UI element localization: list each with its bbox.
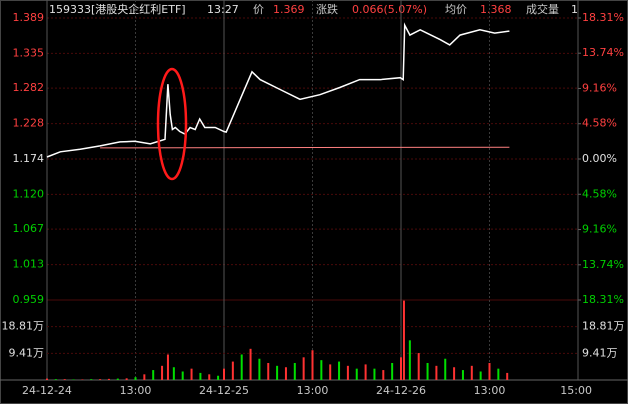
change: 0.066(5.07%)	[352, 3, 427, 16]
y2-tick-label: 0.00%	[582, 152, 617, 165]
volume-bar	[231, 361, 234, 380]
volume-bar	[400, 357, 402, 380]
volume-bar	[417, 353, 420, 380]
volume-bar	[311, 350, 314, 380]
volume-bar	[72, 379, 75, 380]
volume-bar	[54, 379, 57, 380]
volume-bar	[453, 367, 456, 380]
y2-tick-label: 13.74%	[582, 258, 624, 271]
volume-bar	[435, 365, 438, 380]
time: 13:27	[207, 3, 239, 16]
volume-bar	[470, 365, 473, 380]
volume-bar	[199, 372, 202, 380]
volume-bar	[223, 368, 225, 380]
volume-bar	[258, 358, 261, 380]
y2-tick-label: 13.74%	[582, 46, 624, 59]
y-tick-label: 1.013	[13, 258, 45, 271]
volume-bar	[249, 348, 252, 380]
volume-bar	[382, 370, 385, 380]
y-tick-label: 1.389	[13, 11, 45, 24]
volume-bar	[293, 362, 296, 380]
avg: 1.368	[480, 3, 512, 16]
code: 159333[港股央企红利ETF]	[49, 2, 186, 16]
volume-bar	[143, 374, 146, 380]
volume-bar	[46, 378, 48, 380]
x-tick-label: 24-12-24	[22, 384, 72, 397]
volume-label: 成交量	[526, 2, 559, 16]
volume-bar	[346, 365, 349, 380]
volume-bar	[172, 367, 175, 380]
volume-bar	[161, 365, 164, 380]
volume-bar	[63, 379, 66, 380]
volume-bar	[479, 371, 482, 380]
x-tick-label: 13:00	[120, 384, 152, 397]
volume-bar	[488, 362, 491, 380]
price-label: 价	[253, 3, 264, 16]
volume-bar	[391, 362, 394, 380]
y2-tick-label: 9.16%	[582, 81, 617, 94]
change-label: 涨跌	[316, 2, 338, 16]
volume-tick-label: 9.41万	[9, 346, 45, 359]
volume-tick-label: 18.81万	[2, 320, 45, 333]
volume-bar	[373, 368, 376, 380]
volume-bar	[90, 379, 93, 380]
volume: 1	[571, 3, 578, 16]
x-tick-label: 24-12-26	[376, 384, 426, 397]
volume-bar	[134, 377, 137, 380]
price: 1.369	[273, 3, 305, 16]
x-tick-label: 24-12-25	[199, 384, 249, 397]
volume-bar	[208, 374, 211, 380]
y2-tick-label: 4.58%	[582, 117, 617, 130]
price-line	[46, 22, 510, 158]
volume-bar	[116, 378, 119, 380]
volume-bar	[302, 357, 305, 380]
volume-bar	[99, 379, 102, 380]
x-tick-label: 13:00	[297, 384, 329, 397]
y2-tick-label: 4.58%	[582, 187, 617, 200]
volume-tick-label: 18.81万	[582, 320, 625, 333]
volume-bar	[320, 360, 323, 380]
y-tick-label: 1.282	[13, 81, 45, 94]
volume-bar	[506, 372, 509, 380]
volume-bar	[426, 362, 429, 380]
highlight-circle	[156, 67, 188, 181]
y-tick-label: 1.120	[13, 187, 45, 200]
volume-bar	[402, 300, 405, 380]
volume-bar	[364, 364, 367, 380]
x-tick-label: 13:00	[474, 384, 506, 397]
volume-bar	[497, 368, 500, 380]
volume-bar	[107, 378, 110, 380]
y-tick-label: 1.067	[13, 222, 45, 235]
volume-bar	[125, 378, 128, 380]
volume-bar	[267, 362, 270, 380]
volume-bar	[217, 375, 220, 380]
y-tick-label: 1.174	[13, 152, 45, 165]
volume-bar	[181, 371, 184, 380]
volume-bar	[461, 370, 464, 380]
volume-bar	[240, 354, 243, 380]
volume-bar	[81, 379, 84, 380]
volume-bar	[338, 361, 341, 380]
y2-tick-label: 18.31%	[582, 293, 624, 306]
volume-bar	[276, 365, 279, 380]
y2-tick-label: 9.16%	[582, 223, 617, 236]
volume-bar	[284, 367, 287, 380]
y-tick-label: 1.335	[13, 46, 45, 59]
volume-bar	[190, 368, 193, 380]
y-tick-label: 1.228	[13, 117, 45, 130]
volume-bar	[166, 354, 169, 380]
volume-bar	[355, 368, 358, 380]
volume-bar	[408, 340, 411, 380]
volume-bar	[152, 370, 155, 380]
volume-tick-label: 9.41万	[582, 346, 618, 359]
volume-bar	[329, 364, 332, 380]
y2-tick-label: 18.31%	[582, 11, 624, 24]
avg-label: 均价	[445, 3, 467, 16]
volume-bar	[444, 358, 447, 380]
average-line	[100, 146, 510, 149]
x-tick-label: 15:00	[560, 384, 592, 397]
y-tick-label: 0.959	[13, 293, 45, 306]
